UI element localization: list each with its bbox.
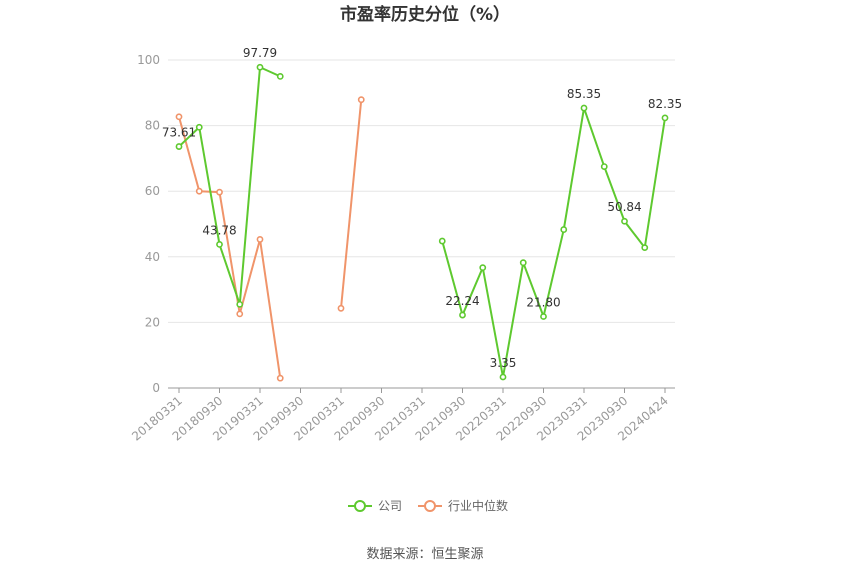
- data-label: 82.35: [648, 97, 682, 111]
- legend-item-company[interactable]: 公司: [348, 499, 402, 513]
- y-tick-label: 100: [137, 53, 160, 67]
- data-point[interactable]: [357, 96, 365, 104]
- data-point[interactable]: [195, 187, 203, 195]
- y-tick-label: 40: [145, 250, 160, 264]
- legend[interactable]: 公司 行业中位数: [348, 498, 508, 513]
- source-note: 数据来源：恒生聚源: [366, 547, 483, 562]
- data-label: 50.84: [607, 200, 641, 214]
- legend-swatch-marker: [424, 500, 436, 512]
- data-point[interactable]: [540, 313, 547, 320]
- data-labels: 73.61 43.78 97.79 22.24 3.35 21.80 85.35 50.84 8…: [162, 46, 682, 370]
- data-point[interactable]: [499, 373, 507, 381]
- legend-swatch-marker: [354, 500, 366, 512]
- data-label: 3.35: [490, 356, 517, 370]
- data-point[interactable]: [175, 143, 183, 150]
- data-point[interactable]: [479, 264, 487, 272]
- series-layer: [175, 63, 669, 382]
- data-point[interactable]: [661, 114, 669, 122]
- data-point[interactable]: [459, 311, 466, 319]
- data-point[interactable]: [236, 300, 244, 308]
- data-point[interactable]: [175, 113, 183, 121]
- data-point[interactable]: [519, 259, 527, 267]
- data-label: 22.24: [445, 294, 479, 308]
- data-point[interactable]: [438, 237, 446, 245]
- data-point[interactable]: [276, 374, 284, 382]
- y-axis-ticks: 0 20 40 60 80 100: [137, 53, 160, 395]
- y-tick-label: 20: [145, 315, 160, 329]
- y-tick-label: 0: [152, 381, 160, 395]
- series-line: [441, 107, 666, 379]
- data-point[interactable]: [195, 123, 203, 131]
- series-line: [178, 66, 281, 306]
- data-point[interactable]: [580, 104, 588, 112]
- series-company: [175, 63, 669, 381]
- data-label: 21.80: [526, 295, 560, 309]
- data-point[interactable]: [560, 226, 568, 233]
- data-point[interactable]: [600, 163, 608, 170]
- legend-item-industry-median[interactable]: 行业中位数: [418, 498, 508, 513]
- data-point[interactable]: [236, 310, 244, 318]
- data-label: 43.78: [202, 223, 236, 237]
- series-industry-median: [175, 96, 365, 382]
- y-tick-label: 60: [145, 184, 160, 198]
- legend-label: 行业中位数: [448, 498, 508, 513]
- data-label: 73.61: [162, 126, 196, 140]
- y-tick-label: 80: [145, 119, 160, 133]
- data-point[interactable]: [641, 244, 649, 252]
- x-axis: 2018033120180930201903312019093020200331…: [129, 387, 675, 444]
- data-point[interactable]: [337, 304, 345, 312]
- data-point[interactable]: [256, 236, 264, 243]
- data-label: 85.35: [567, 87, 601, 101]
- data-point[interactable]: [216, 188, 223, 196]
- data-point[interactable]: [621, 217, 628, 225]
- chart-title: 市盈率历史分位（%）: [340, 4, 510, 25]
- series-line: [340, 99, 363, 309]
- data-point[interactable]: [216, 241, 223, 248]
- data-label: 97.79: [243, 46, 277, 60]
- legend-label: 公司: [378, 499, 402, 513]
- data-point[interactable]: [276, 73, 284, 80]
- data-point[interactable]: [256, 63, 264, 71]
- series-line: [178, 116, 282, 379]
